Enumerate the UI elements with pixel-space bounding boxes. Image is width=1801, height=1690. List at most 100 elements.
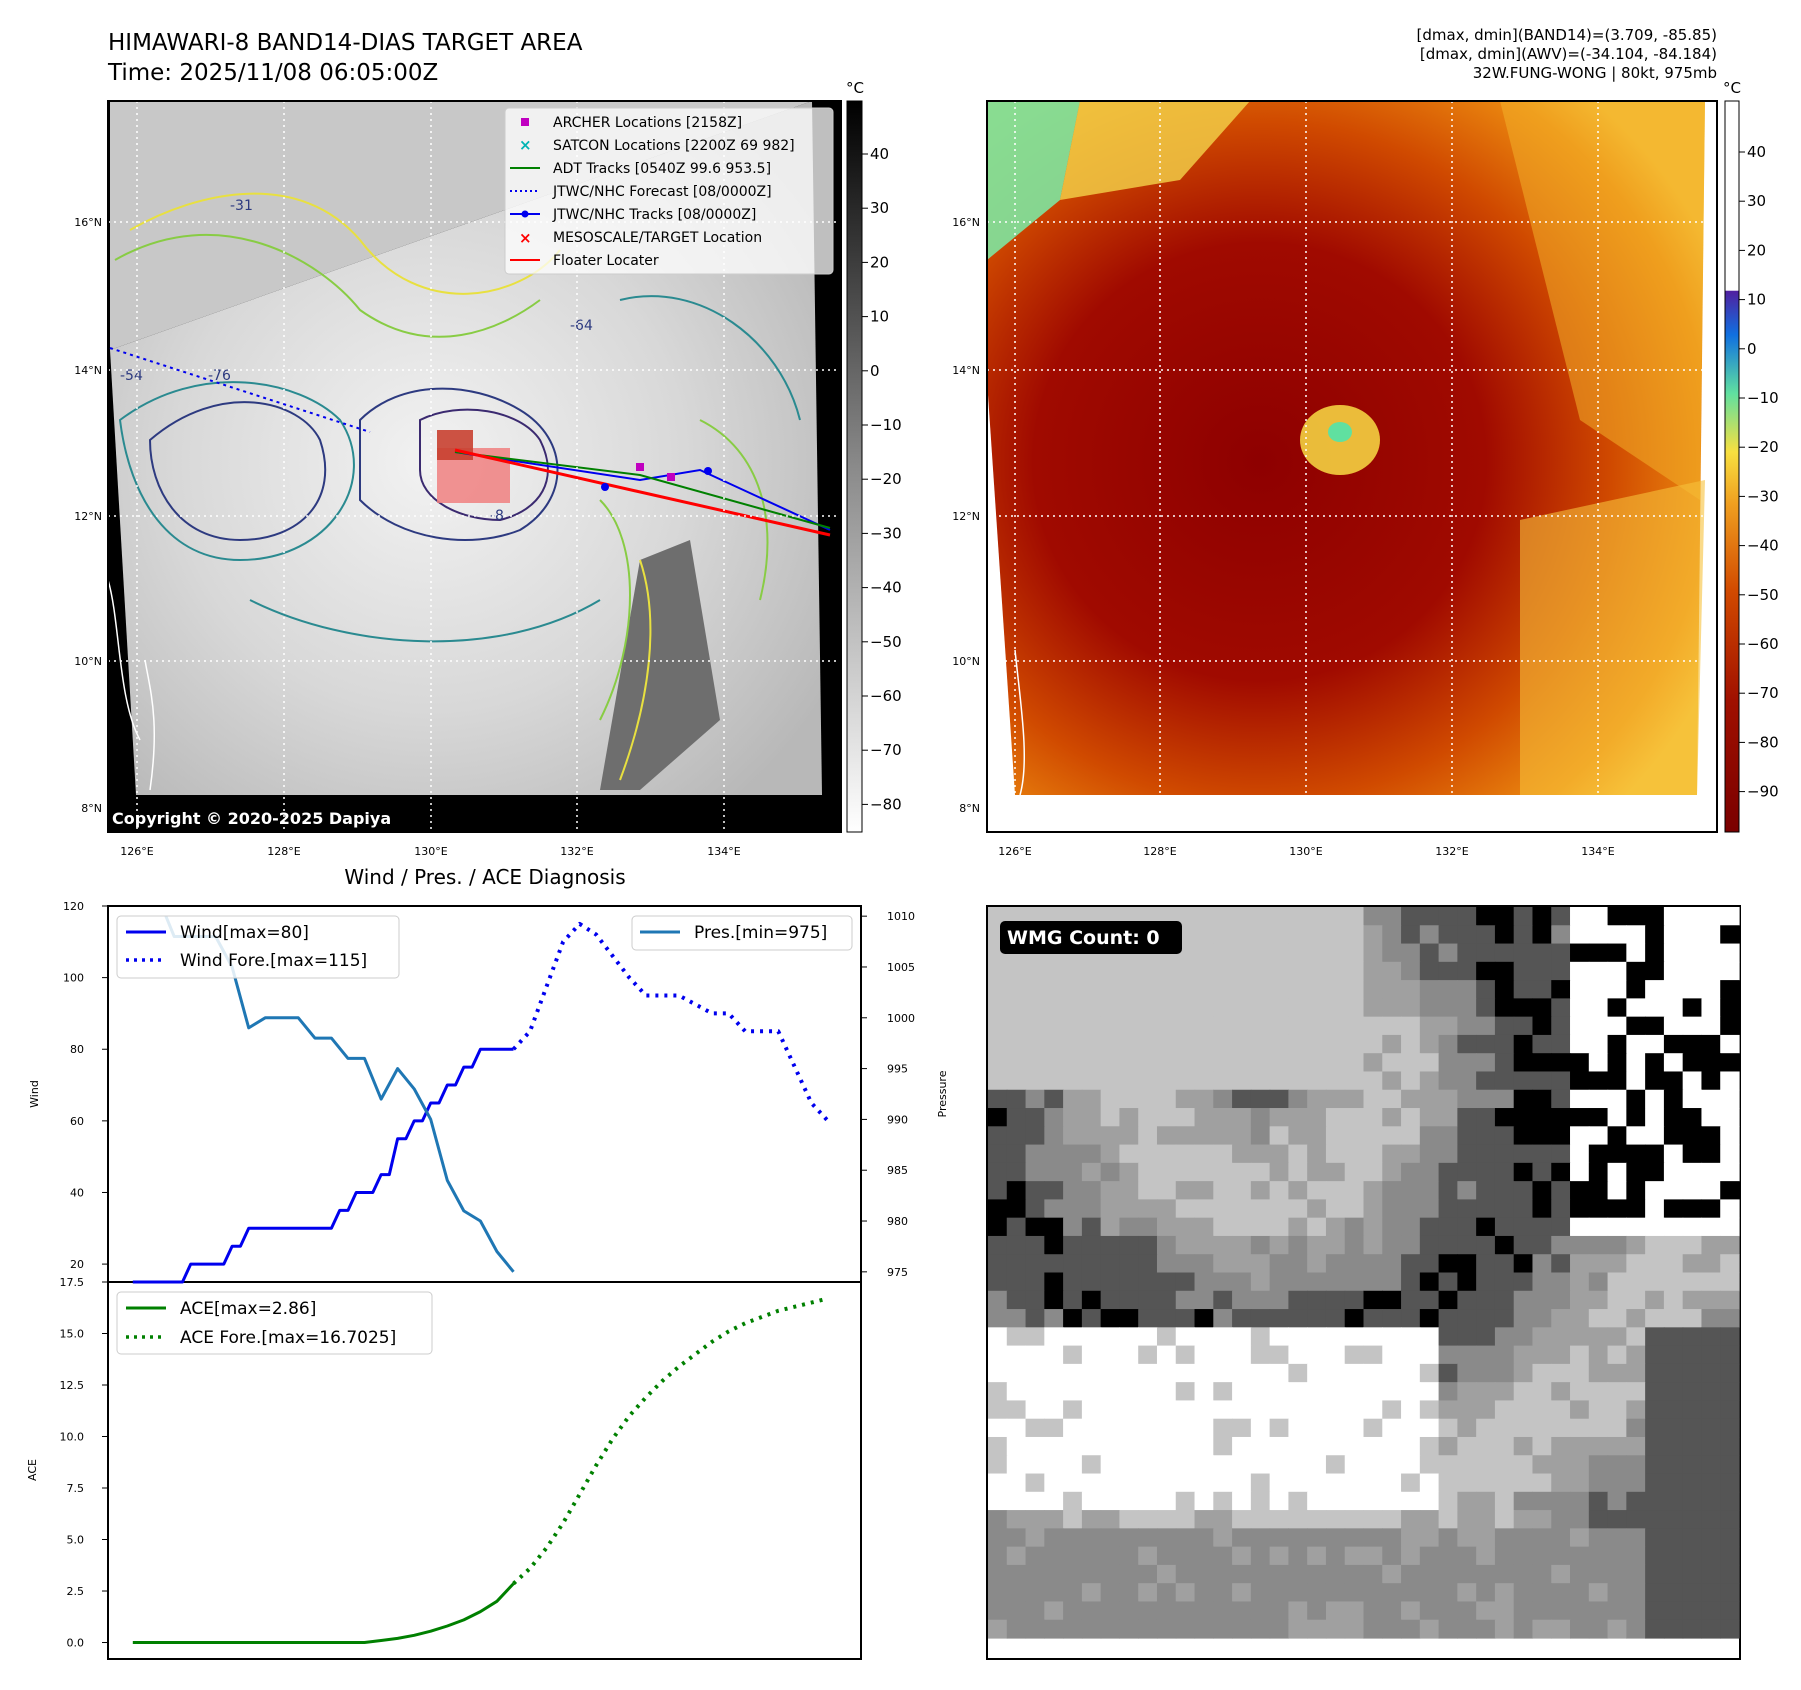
wmg-cell bbox=[1701, 1309, 1721, 1328]
wmg-cell bbox=[1025, 1601, 1045, 1621]
wmg-cell bbox=[1513, 1053, 1534, 1073]
wmg-cell bbox=[1269, 1436, 1290, 1456]
ir-map-frame bbox=[107, 100, 842, 833]
legend-ace-fore: ACE Fore.[max=16.7025] bbox=[180, 1328, 396, 1348]
wmg-cell bbox=[1213, 1528, 1233, 1548]
wmg-cell bbox=[1551, 1126, 1571, 1146]
wmg-cell bbox=[1156, 1418, 1177, 1438]
wmg-cell bbox=[1100, 1126, 1121, 1146]
wmg-cell bbox=[1006, 1564, 1027, 1584]
wmg-cell bbox=[1513, 1199, 1534, 1219]
wmg-cell bbox=[1269, 961, 1290, 981]
wmg-cell bbox=[1382, 1034, 1402, 1054]
wmg-cell bbox=[1382, 1400, 1402, 1420]
wmg-cell bbox=[1457, 1309, 1477, 1328]
wmg-cell bbox=[1269, 1345, 1290, 1365]
wmg-cell bbox=[1494, 1254, 1515, 1274]
wmg-cell bbox=[1025, 1546, 1045, 1566]
wmg-cell bbox=[1663, 1382, 1684, 1402]
wmg-cell bbox=[1570, 1108, 1590, 1127]
wmg-cell bbox=[1138, 1528, 1158, 1548]
wmg-cell bbox=[1476, 1144, 1496, 1164]
wmg-cell bbox=[1720, 1345, 1740, 1365]
wmg-cell bbox=[1626, 1272, 1646, 1292]
wmg-cell bbox=[1401, 980, 1421, 999]
wmg-cell bbox=[1663, 1254, 1684, 1274]
wmg-cell bbox=[1119, 980, 1139, 999]
wmg-cell bbox=[1645, 1126, 1665, 1146]
wmg-cell bbox=[1325, 1528, 1346, 1548]
wmg-cell bbox=[1532, 925, 1552, 945]
wmg-cell bbox=[1570, 1546, 1590, 1566]
wmg-cell bbox=[1532, 1455, 1552, 1475]
wmg-cell bbox=[1044, 1601, 1064, 1621]
wmg-cell bbox=[1494, 1473, 1515, 1493]
wmg-cell bbox=[1494, 1272, 1515, 1292]
wmg-cell bbox=[1232, 1327, 1252, 1347]
wmg-cell bbox=[988, 1290, 1008, 1310]
wmg-cell bbox=[1232, 1217, 1252, 1237]
wmg-cell bbox=[1401, 1400, 1421, 1420]
wmg-cell bbox=[1232, 1016, 1252, 1036]
wmg-cell bbox=[1344, 1400, 1365, 1420]
wmg-cell bbox=[1325, 1400, 1346, 1420]
wmg-cell bbox=[1269, 1528, 1290, 1548]
wmg-cell bbox=[1513, 925, 1534, 945]
wmg-cell bbox=[1570, 1619, 1590, 1639]
wmg-cell bbox=[1607, 1034, 1627, 1054]
wmg-cell bbox=[1363, 961, 1383, 981]
wmg-cell bbox=[1588, 907, 1609, 926]
wmg-cell bbox=[1494, 980, 1515, 999]
wmg-cell bbox=[1288, 1162, 1308, 1182]
wmg-cell bbox=[1720, 1089, 1740, 1109]
wmg-cell bbox=[1532, 1309, 1552, 1328]
wmg-cell bbox=[1081, 961, 1102, 981]
wmg-cell bbox=[1513, 1491, 1534, 1511]
wmg-cell bbox=[1438, 1583, 1458, 1603]
wmg-cell bbox=[1288, 907, 1308, 926]
wmg-cell bbox=[1588, 1144, 1609, 1164]
wmg-cell bbox=[1307, 1199, 1327, 1219]
wmg-cell bbox=[1250, 1564, 1271, 1584]
wmg-cell bbox=[1307, 1455, 1327, 1475]
wmg-cell bbox=[1063, 1455, 1083, 1475]
wmg-cell bbox=[1645, 1436, 1665, 1456]
wmg-cell bbox=[1570, 1473, 1590, 1493]
wmg-cell bbox=[1720, 1071, 1740, 1091]
wmg-cell bbox=[1344, 1181, 1365, 1201]
wmg-cell bbox=[1307, 1254, 1327, 1274]
wmg-cell bbox=[1532, 1181, 1552, 1201]
wmg-cell bbox=[1588, 1363, 1609, 1383]
wmg-cell bbox=[1588, 1327, 1609, 1347]
wmg-cell bbox=[1175, 1162, 1196, 1182]
wmg-cell bbox=[1269, 1199, 1290, 1219]
wmg-cell bbox=[1213, 1455, 1233, 1475]
wmg-cell bbox=[1213, 980, 1233, 999]
wmg-cell bbox=[1701, 1400, 1721, 1420]
wmg-cell bbox=[1232, 1564, 1252, 1584]
wmg-cell bbox=[1401, 1510, 1421, 1529]
wmg-cell bbox=[1701, 1108, 1721, 1127]
wmg-cell bbox=[1344, 961, 1365, 981]
wmg-cell bbox=[1175, 1510, 1196, 1529]
wmg-cell bbox=[1401, 1016, 1421, 1036]
wmg-cell bbox=[1325, 1564, 1346, 1584]
figure-time: Time: 2025/11/08 06:05:00Z bbox=[107, 60, 438, 86]
wmg-cell bbox=[1025, 1290, 1045, 1310]
wmg-cell bbox=[1626, 1217, 1646, 1237]
wmg-cell bbox=[1363, 1235, 1383, 1255]
wmg-cell bbox=[1269, 1290, 1290, 1310]
wmg-cell bbox=[1363, 1199, 1383, 1219]
wmg-cell bbox=[1588, 1016, 1609, 1036]
wmg-cell bbox=[1513, 1363, 1534, 1383]
wmg-cell bbox=[1494, 925, 1515, 945]
wmg-cell bbox=[1250, 1382, 1271, 1402]
wmg-cell bbox=[1025, 1455, 1045, 1475]
wmg-cell bbox=[1025, 1272, 1045, 1292]
wmg-cell bbox=[1156, 980, 1177, 999]
wmg-cell bbox=[1100, 1034, 1121, 1054]
wmg-cell bbox=[1250, 1016, 1271, 1036]
wmg-cell bbox=[1100, 1181, 1121, 1201]
wmg-cell bbox=[1663, 1601, 1684, 1621]
wmg-cell bbox=[1063, 1089, 1083, 1109]
